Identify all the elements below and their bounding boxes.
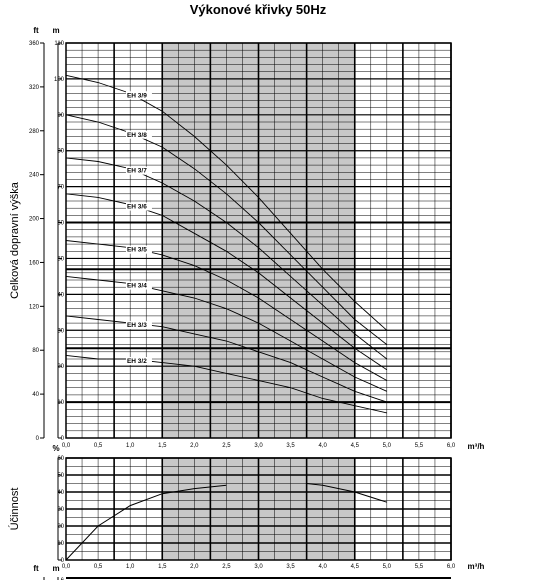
curve-eh-3-9 [65, 74, 388, 331]
curve-label-bg [125, 321, 152, 330]
eff-x-tick-label: 3,0 [254, 564, 263, 570]
x-tick-label: 5,5 [415, 443, 424, 449]
eff-y-tick-label: 20 [57, 524, 64, 530]
y-tick-label: 20 [57, 364, 64, 370]
y-tick-label: 100 [54, 77, 65, 83]
y-axis-label: Celková dopravní výška [9, 181, 21, 299]
x-tick-label: 0,0 [62, 443, 71, 449]
y-ft-tick-label: 120 [29, 304, 40, 310]
curve-label-bg [125, 281, 152, 290]
curve-label: EH 3/8 [127, 132, 147, 139]
eff-x-tick-label: 2,5 [222, 564, 231, 570]
curve-label-bg [125, 130, 152, 139]
x-tick-label: 2,0 [190, 443, 199, 449]
eff-y-tick-label: 10 [57, 541, 64, 547]
y-tick-label: 60 [57, 221, 64, 227]
y-tick-label: 70 [57, 185, 64, 191]
eff-x-axis-label: m³/h [468, 562, 485, 571]
y-tick-label: 50 [57, 256, 64, 262]
curve-label: EH 3/6 [127, 204, 147, 211]
x-tick-label: 0,5 [94, 443, 103, 449]
eff-x-tick-label: 5,5 [415, 564, 424, 570]
chart-title: Výkonové křivky 50Hz [190, 2, 327, 17]
y-ft-tick-label: 0 [36, 436, 40, 442]
eff-y-tick-label: 60 [57, 456, 64, 462]
eff-x-tick-label: 0,5 [94, 564, 103, 570]
x-tick-label: 5,0 [383, 443, 392, 449]
curve-label: EH 3/3 [127, 322, 147, 329]
x-axis-label: m³/h [468, 442, 485, 451]
efficiency-curve [306, 483, 387, 503]
curve-eh-3-7 [65, 157, 388, 360]
y-ft-tick-label: 40 [32, 392, 39, 398]
y-tick-label: 90 [57, 113, 64, 119]
y-tick-label: 0 [61, 436, 65, 442]
y-ft-tick-label: 360 [29, 41, 40, 47]
m-unit-label: m [52, 26, 59, 35]
eff-x-tick-label: 0,0 [62, 564, 71, 570]
curve-label: EH 3/5 [127, 247, 147, 254]
eff-unit-label: % [52, 444, 59, 453]
curve-label: EH 3/7 [127, 168, 147, 175]
curve-label-bg [125, 245, 152, 254]
curve-label: EH 3/4 [127, 283, 147, 290]
curve-label-bg [125, 91, 152, 100]
eff-plot-frame [65, 457, 452, 561]
y-ft-tick-label: 320 [29, 85, 40, 91]
curve-eh-3-8 [65, 114, 388, 345]
y-ft-tick-label: 80 [32, 348, 39, 354]
eff-y-tick-label: 30 [57, 507, 64, 513]
x-tick-label: 6,0 [447, 443, 456, 449]
y-tick-label: 110 [54, 41, 64, 47]
eff-x-tick-label: 6,0 [447, 564, 456, 570]
curve-eh-3-3 [65, 315, 387, 403]
y-tick-label: 80 [57, 149, 64, 155]
x-tick-label: 1,5 [158, 443, 167, 449]
x-tick-label: 4,5 [351, 443, 360, 449]
eff-y-tick-label: 40 [57, 490, 64, 496]
curve-eh-3-4 [65, 275, 388, 392]
x-tick-label: 1,0 [126, 443, 135, 449]
curve-eh-3-5 [65, 240, 388, 381]
eff-x-tick-label: 4,5 [351, 564, 360, 570]
curve-label-bg [125, 202, 152, 211]
y-tick-label: 10 [57, 400, 64, 406]
eff-x-tick-label: 2,0 [190, 564, 199, 570]
eff-x-tick-label: 1,0 [126, 564, 135, 570]
curve-label: EH 3/2 [127, 358, 147, 365]
eff-y-tick-label: 50 [57, 473, 64, 479]
efficiency-curve [65, 484, 227, 561]
bottom-m-unit-label: m [52, 564, 59, 573]
x-tick-label: 2,5 [222, 443, 231, 449]
y-ft-tick-label: 200 [29, 217, 40, 223]
eff-x-tick-label: 1,5 [158, 564, 167, 570]
x-tick-label: 4,0 [318, 443, 327, 449]
curve-label-bg [125, 166, 152, 175]
x-tick-label: 3,0 [254, 443, 263, 449]
eff-x-tick-label: 4,0 [318, 564, 327, 570]
eff-x-tick-label: 3,5 [286, 564, 295, 570]
curve-label: EH 3/9 [127, 92, 147, 99]
eff-y-tick-label: 0 [61, 558, 65, 564]
y-tick-label: 30 [57, 328, 64, 334]
eff-x-tick-label: 5,0 [383, 564, 392, 570]
y-tick-label: 40 [57, 292, 64, 298]
curve-eh-3-2 [65, 354, 387, 414]
y-ft-tick-label: 280 [29, 129, 40, 135]
ft-unit-label: ft [33, 26, 39, 35]
bottom-ft-unit-label: ft [33, 564, 39, 573]
curve-eh-3-6 [65, 193, 388, 371]
x-tick-label: 3,5 [286, 443, 295, 449]
curve-label-bg [125, 357, 152, 365]
eff-y-axis-label: Účinnost [8, 488, 21, 531]
y-ft-tick-label: 240 [29, 173, 40, 179]
y-ft-tick-label: 160 [29, 260, 40, 266]
